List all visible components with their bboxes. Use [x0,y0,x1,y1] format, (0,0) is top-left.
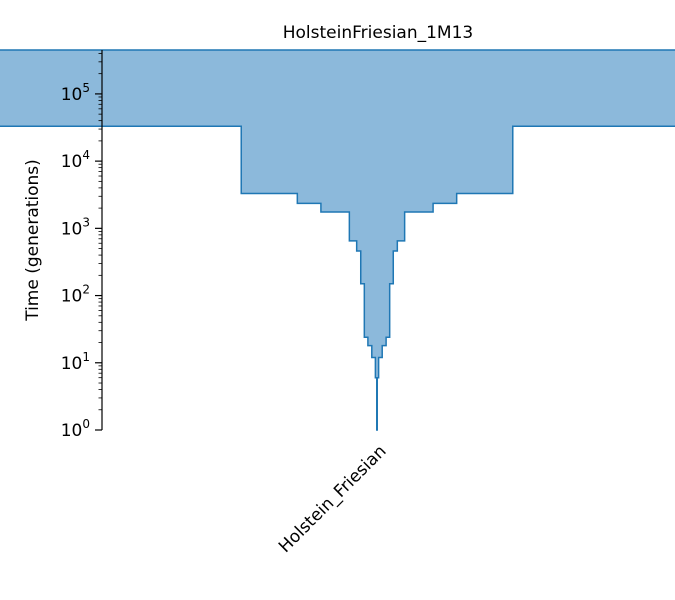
y-tick-label: 100 [61,417,90,441]
x-axis: Holstein_Friesian [275,441,391,557]
y-tick-label: 102 [61,283,90,307]
y-tick-label: 105 [61,81,90,105]
y-axis: 100 101 102 103 104 105 [61,50,103,441]
population-shapes [0,49,675,431]
y-tick-label: 101 [61,350,90,374]
y-tick-label: 103 [61,215,90,239]
chart-title: HolsteinFriesian_1M13 [283,23,474,43]
x-tick-label: Holstein_Friesian [275,441,391,557]
y-tick-label: 104 [61,148,90,172]
y-axis-label: Time (generations) [23,159,43,322]
population-shape-0 [0,49,675,431]
